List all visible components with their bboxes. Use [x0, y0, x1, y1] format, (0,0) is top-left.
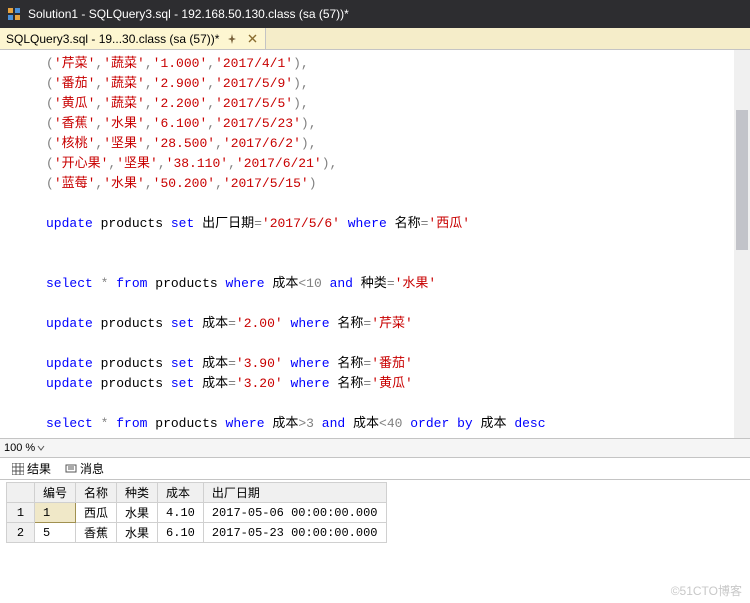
cell[interactable]: 1: [35, 503, 76, 523]
cell[interactable]: 香蕉: [76, 523, 117, 543]
result-tabs: 结果 消息: [0, 458, 750, 480]
cell[interactable]: 西瓜: [76, 503, 117, 523]
close-icon[interactable]: [245, 32, 259, 46]
table-row[interactable]: 25香蕉水果6.102017-05-23 00:00:00.000: [7, 523, 387, 543]
cell[interactable]: 水果: [117, 503, 158, 523]
tab-results-label: 结果: [27, 460, 51, 477]
results-grid[interactable]: 编号名称种类成本出厂日期 11西瓜水果4.102017-05-06 00:00:…: [0, 480, 750, 545]
code-editor[interactable]: ('芹菜','蔬菜','1.000','2017/4/1'),('番茄','蔬菜…: [0, 50, 750, 438]
title-bar: Solution1 - SQLQuery3.sql - 192.168.50.1…: [0, 0, 750, 28]
zoom-bar: 100 %: [0, 438, 750, 458]
column-header[interactable]: 种类: [117, 483, 158, 503]
row-header[interactable]: 2: [7, 523, 35, 543]
pin-icon[interactable]: [225, 32, 239, 46]
column-header[interactable]: 出厂日期: [203, 483, 386, 503]
zoom-value[interactable]: 100 %: [4, 442, 35, 454]
tab-messages[interactable]: 消息: [59, 458, 110, 479]
vertical-scrollbar[interactable]: [734, 50, 750, 438]
document-tabs: SQLQuery3.sql - 19...30.class (sa (57))*: [0, 28, 750, 50]
column-header[interactable]: 成本: [158, 483, 204, 503]
watermark: ©51CTO博客: [671, 582, 742, 599]
grid-icon: [12, 463, 24, 475]
app-icon: [6, 6, 22, 22]
cell[interactable]: 4.10: [158, 503, 204, 523]
column-header[interactable]: [7, 483, 35, 503]
tab-messages-label: 消息: [80, 460, 104, 477]
tab-results[interactable]: 结果: [6, 458, 57, 479]
window-title: Solution1 - SQLQuery3.sql - 192.168.50.1…: [28, 7, 349, 21]
cell[interactable]: 水果: [117, 523, 158, 543]
row-header[interactable]: 1: [7, 503, 35, 523]
cell[interactable]: 6.10: [158, 523, 204, 543]
cell[interactable]: 2017-05-06 00:00:00.000: [203, 503, 386, 523]
cell[interactable]: 2017-05-23 00:00:00.000: [203, 523, 386, 543]
tab-label: SQLQuery3.sql - 19...30.class (sa (57))*: [6, 32, 219, 46]
column-header[interactable]: 编号: [35, 483, 76, 503]
column-header[interactable]: 名称: [76, 483, 117, 503]
table-row[interactable]: 11西瓜水果4.102017-05-06 00:00:00.000: [7, 503, 387, 523]
chevron-down-icon[interactable]: [37, 443, 47, 453]
scrollbar-thumb[interactable]: [736, 110, 748, 250]
document-tab-active[interactable]: SQLQuery3.sql - 19...30.class (sa (57))*: [0, 28, 266, 49]
messages-icon: [65, 463, 77, 475]
cell[interactable]: 5: [35, 523, 76, 543]
